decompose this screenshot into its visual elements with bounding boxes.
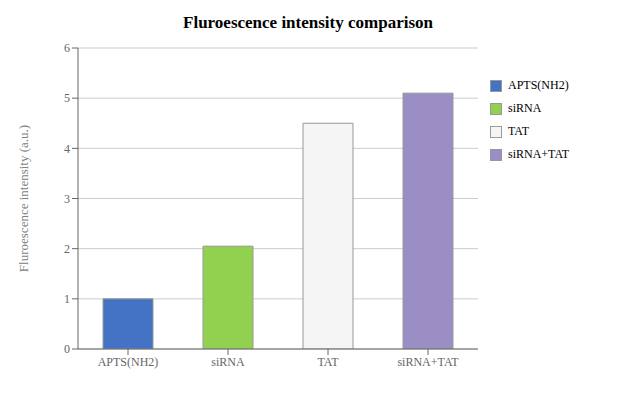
svg-text:5: 5 bbox=[64, 91, 70, 105]
html-text:siRNA: siRNA bbox=[508, 101, 542, 115]
svg-text:6: 6 bbox=[64, 41, 70, 55]
svg-text:siRNA+TAT: siRNA+TAT bbox=[397, 355, 459, 369]
svg-text:0: 0 bbox=[64, 342, 70, 356]
html-text:siRNA+TAT: siRNA+TAT bbox=[508, 147, 570, 161]
svg-text:siRNA: siRNA bbox=[211, 355, 245, 369]
svg-text:1: 1 bbox=[64, 292, 70, 306]
svg-text:Fluroescence intensity (a.u.): Fluroescence intensity (a.u.) bbox=[16, 125, 31, 272]
svg-text:4: 4 bbox=[64, 142, 70, 156]
svg-text:3: 3 bbox=[64, 192, 70, 206]
html-text:TAT: TAT bbox=[508, 124, 529, 138]
html-text:APTS(NH2): APTS(NH2) bbox=[508, 78, 569, 92]
svg-text:2: 2 bbox=[64, 242, 70, 256]
svg-text:TAT: TAT bbox=[317, 355, 339, 369]
html-text:Fluroescence intensity compari: Fluroescence intensity comparison bbox=[183, 13, 433, 32]
svg-text:APTS(NH2): APTS(NH2) bbox=[98, 355, 159, 369]
